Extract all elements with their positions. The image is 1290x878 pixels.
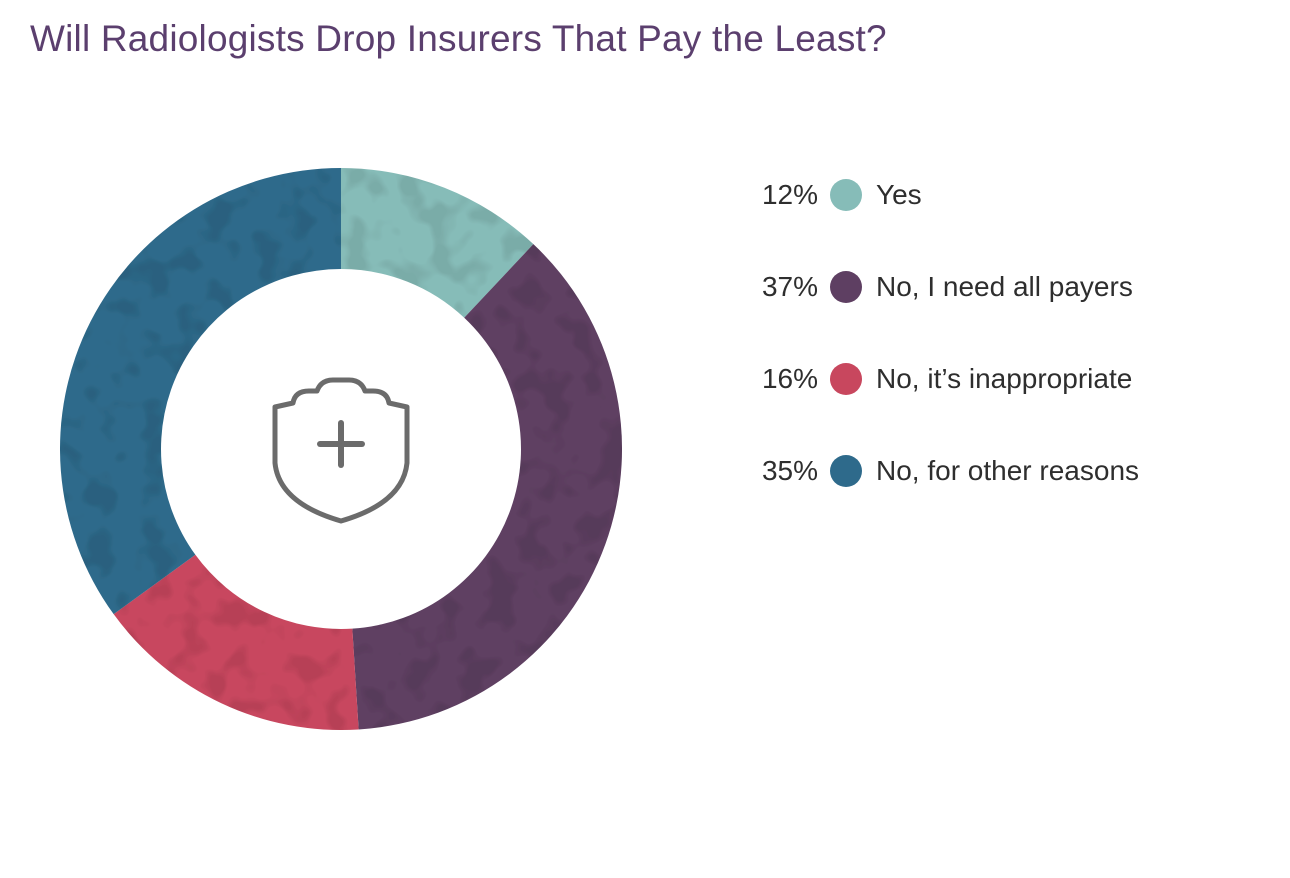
legend-item-yes: 12% Yes [754, 168, 1139, 222]
shield-plus-icon [272, 377, 410, 524]
donut-chart [59, 168, 622, 730]
legend-swatch [830, 455, 862, 487]
slice-other-reasons [59, 168, 342, 615]
legend-item-other-reasons: 35% No, for other reasons [754, 444, 1139, 498]
legend-swatch [830, 271, 862, 303]
legend-value: 37% [761, 271, 818, 302]
legend-swatch [830, 179, 862, 211]
legend-item-inappropriate: 16% No, it’s inappropriate [754, 352, 1139, 406]
slice-yes [341, 168, 534, 318]
legend-value: 12% [761, 179, 818, 210]
legend: 12% Yes 37% No, I need all payers 16% No… [754, 168, 1139, 536]
legend-label: Yes [876, 179, 922, 210]
donut-slices [59, 168, 622, 730]
chart-title: Will Radiologists Drop Insurers That Pay… [30, 18, 887, 59]
legend-swatch [830, 363, 862, 395]
legend-item-need-all-payers: 37% No, I need all payers [754, 260, 1139, 314]
legend-value: 35% [761, 455, 818, 486]
legend-label: No, for other reasons [876, 455, 1140, 486]
legend-value: 16% [761, 363, 818, 394]
slice-inappropriate [113, 554, 359, 730]
legend-label: No, I need all payers [876, 271, 1133, 302]
legend-label: No, it’s inappropriate [876, 363, 1133, 394]
slice-need-all-payers [352, 244, 622, 730]
